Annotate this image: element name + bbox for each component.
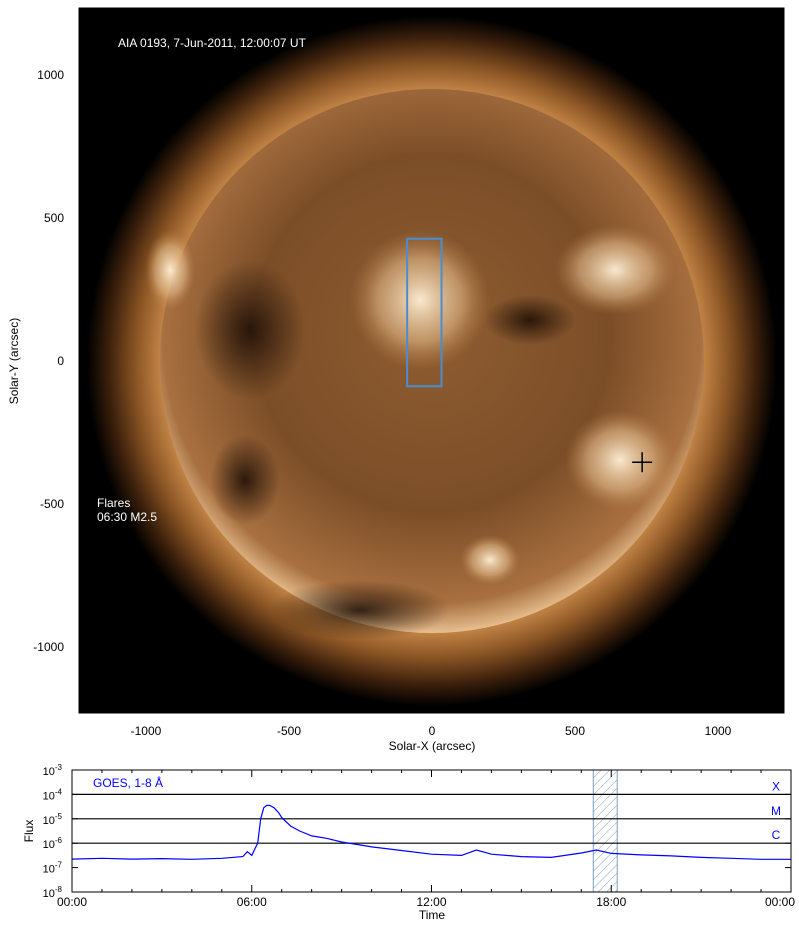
highlight-interval — [592, 770, 618, 892]
solar-image-figure: AIA 0193, 7-Jun-2011, 12:00:07 UT Flares… — [7, 7, 785, 753]
chart-axis-ticks — [71, 769, 792, 893]
y-tick-label: 10-5 — [43, 812, 63, 827]
x-tick-label: 0 — [429, 724, 436, 738]
image-axis-ticks — [79, 8, 784, 713]
dark-region — [210, 435, 280, 525]
class-label-x: X — [772, 779, 780, 793]
y-tick-label: 10-6 — [43, 836, 63, 851]
x-tick-label: 18:00 — [596, 895, 626, 909]
chart-legend: GOES, 1-8 Å — [93, 775, 163, 790]
class-label-c: C — [772, 828, 781, 842]
region-of-interest-box — [406, 237, 443, 388]
y-tick-label: 1000 — [37, 68, 64, 82]
dark-region — [485, 295, 575, 345]
x-tick-labels: 00:00 06:00 12:00 18:00 00:00 — [57, 895, 795, 909]
dark-region — [270, 580, 450, 640]
chart-x-label: Time — [419, 908, 446, 922]
y-tick-label: 500 — [44, 211, 64, 225]
flare-entry: 06:30 M2.5 — [97, 510, 157, 524]
goes-flux-series — [72, 804, 791, 860]
x-tick-label: 00:00 — [765, 895, 795, 909]
y-tick-label: -1000 — [33, 640, 64, 654]
x-tick-label: 1000 — [705, 724, 732, 738]
flare-location-marker — [632, 452, 653, 473]
class-labels: X M C — [771, 779, 781, 842]
dark-region — [195, 260, 305, 400]
x-tick-label: -1000 — [131, 724, 162, 738]
x-tick-label: 500 — [565, 724, 585, 738]
active-region — [145, 230, 195, 310]
active-region — [350, 230, 490, 370]
y-tick-label: -500 — [40, 497, 64, 511]
y-tick-label: 0 — [57, 354, 64, 368]
x-axis-label: Solar-X (arcsec) — [389, 739, 476, 753]
y-tick-label: 10-4 — [43, 787, 63, 802]
x-tick-label: -500 — [277, 724, 301, 738]
chart-plot-area — [72, 770, 791, 892]
flares-heading: Flares — [97, 496, 130, 510]
active-region — [555, 225, 675, 315]
chart-y-label: Flux — [22, 820, 36, 843]
y-tick-label: 10-3 — [43, 763, 63, 778]
x-tick-labels: -1000 -500 0 500 1000 — [131, 724, 732, 738]
x-tick-label: 06:00 — [237, 895, 267, 909]
active-region — [565, 410, 675, 510]
y-axis-label: Solar-Y (arcsec) — [7, 318, 21, 404]
flare-class-lines — [72, 793, 791, 844]
class-label-m: M — [771, 804, 781, 818]
y-tick-label: 10-7 — [43, 861, 63, 876]
y-tick-labels: 1000 500 0 -500 -1000 — [33, 68, 64, 654]
active-region — [460, 535, 520, 585]
x-tick-label: 12:00 — [416, 895, 446, 909]
y-tick-labels: 10-3 10-4 10-5 10-6 10-7 10-8 — [43, 763, 63, 900]
y-tick-label: 10-8 — [43, 885, 63, 900]
x-tick-label: 00:00 — [57, 895, 87, 909]
image-title: AIA 0193, 7-Jun-2011, 12:00:07 UT — [118, 36, 307, 50]
goes-chart: GOES, 1-8 Å X M C 10-3 10-4 10-5 10-6 10… — [22, 763, 795, 922]
